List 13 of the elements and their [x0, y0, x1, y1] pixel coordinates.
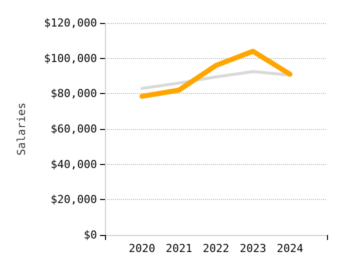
x-tick-label: 2020 [128, 242, 156, 255]
x-tick-label: 2022 [202, 242, 230, 255]
x-tick-label: 2021 [166, 242, 192, 255]
y-tick-label: $0 [84, 228, 97, 242]
y-tick-label: $120,000 [44, 16, 97, 30]
x-tick-label: 2023 [240, 242, 266, 255]
y-tick-label: $20,000 [50, 193, 97, 206]
x-tick-label: 2024 [276, 242, 304, 255]
y-tick-label: $80,000 [50, 87, 97, 100]
y-axis-title: Salaries [15, 102, 28, 156]
y-tick-label: $60,000 [50, 122, 97, 136]
y-tick-label: $100,000 [44, 52, 97, 65]
y-tick-label: $40,000 [50, 158, 97, 171]
